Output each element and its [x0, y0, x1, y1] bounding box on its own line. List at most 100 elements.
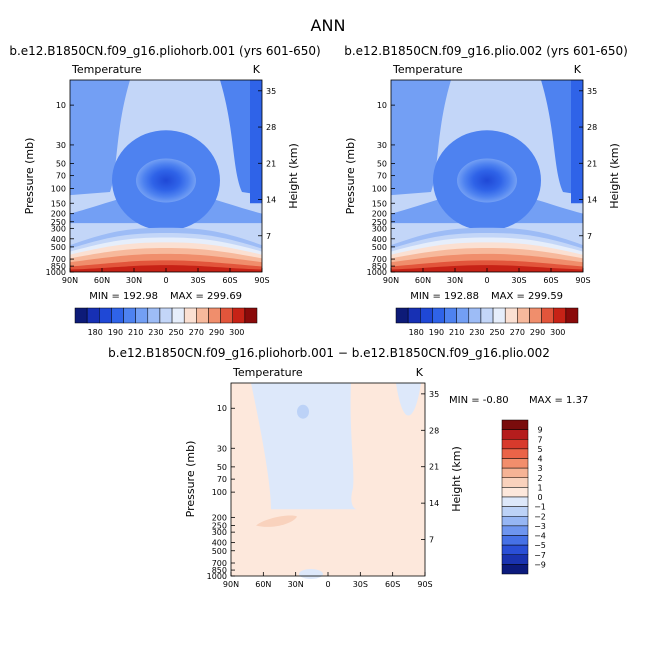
x-tick-label: 60N	[415, 276, 431, 285]
y-tick-label: 700	[212, 559, 227, 568]
min-label: MIN = 192.88	[410, 291, 479, 302]
y-tick-label: 300	[212, 528, 227, 537]
band-south-cold	[571, 80, 583, 204]
band-negative	[251, 383, 357, 510]
y-tick-label: 300	[51, 224, 66, 233]
y-tick-label: 500	[212, 547, 227, 556]
colorbar-swatch	[501, 516, 529, 527]
colorbar-label: 290	[530, 328, 545, 337]
y2-tick-label: 14	[587, 196, 597, 205]
panel-right: b.e12.B1850CN.f09_g16.plio.002 (yrs 601-…	[344, 44, 628, 337]
y-tick-label: 30	[217, 444, 227, 453]
y2-tick-label: 14	[266, 196, 276, 205]
colorbar-label: 270	[510, 328, 525, 337]
y2-axis-label: Height (km)	[450, 446, 463, 512]
colorbar-swatch	[147, 307, 161, 324]
y-tick-label: 850	[372, 262, 387, 271]
y-tick-label: 200	[51, 210, 66, 219]
x-tick-label: 30N	[288, 580, 304, 589]
difference-field	[231, 383, 425, 579]
colorbar-swatch	[501, 506, 529, 517]
y-tick-label: 70	[377, 172, 387, 181]
colorbar-label: −9	[534, 560, 546, 569]
x-tick-label: 90N	[62, 276, 78, 285]
colorbar-swatch	[159, 307, 173, 324]
spot-positive	[256, 515, 297, 527]
colorbar-label: −5	[534, 541, 546, 550]
colorbar-swatch	[492, 307, 506, 324]
colorbar-label: 250	[168, 328, 183, 337]
colorbar-swatch	[541, 307, 554, 324]
y2-tick-label: 14	[429, 499, 439, 508]
colorbar-swatch	[501, 477, 529, 488]
colorbar-label: −1	[534, 503, 546, 512]
colorbar-label: 4	[537, 455, 542, 464]
y-tick-label: 850	[51, 262, 66, 271]
colorbar-label: 300	[550, 328, 565, 337]
y-tick-label: 10	[217, 404, 227, 413]
x-tick-label: 90N	[223, 580, 239, 589]
x-tick-label: 90S	[254, 276, 269, 285]
colorbar-label: 7	[537, 435, 542, 444]
y-tick-label: 30	[56, 141, 66, 150]
colorbar-swatch	[501, 496, 529, 507]
spot-negative-surface	[299, 569, 323, 579]
x-tick-label: 0	[325, 580, 330, 589]
y-tick-label: 150	[372, 199, 387, 208]
x-tick-label: 90S	[575, 276, 590, 285]
colorbar-swatch	[232, 307, 246, 324]
y2-tick-label: 7	[429, 536, 434, 545]
temperature-field	[391, 80, 583, 272]
y2-tick-label: 7	[587, 232, 592, 241]
x-tick-label: 30S	[353, 580, 368, 589]
x-tick-label: 30S	[511, 276, 526, 285]
y-tick-label: 1000	[46, 268, 66, 277]
temperature-field	[70, 80, 262, 272]
colorbar-swatch	[517, 307, 530, 324]
y-tick-label: 200	[212, 513, 227, 522]
colorbar: 180 190 210 230 250 270 290 300	[74, 307, 258, 337]
colorbar-swatch	[553, 307, 567, 324]
colorbar-swatch	[432, 307, 445, 324]
y-tick-label: 500	[51, 243, 66, 252]
colorbar-swatch	[565, 307, 579, 324]
colorbar-swatch	[111, 307, 124, 324]
panel-title: b.e12.B1850CN.f09_g16.pliohorb.001 (yrs …	[9, 44, 320, 58]
colorbar-label: −2	[534, 512, 546, 521]
y-tick-label: 250	[212, 522, 227, 531]
colorbar-swatch	[99, 307, 112, 324]
x-tick-label: 0	[484, 276, 489, 285]
colorbar-swatch	[529, 307, 542, 324]
colorbar-swatch	[501, 448, 529, 459]
colorbar-swatch	[74, 307, 88, 324]
units-label: K	[574, 63, 582, 76]
y-tick-label: 500	[372, 243, 387, 252]
y-axis-label: Pressure (mb)	[23, 138, 36, 215]
colorbar-swatch	[501, 554, 529, 565]
y2-tick-label: 28	[266, 123, 276, 132]
y-tick-label: 150	[51, 199, 66, 208]
colorbar-swatch	[395, 307, 409, 324]
x-tick-label: 30N	[126, 276, 142, 285]
colorbar-swatch	[504, 307, 518, 324]
y-axis-label: Pressure (mb)	[344, 138, 357, 215]
min-label: MIN = 192.98	[89, 291, 158, 302]
colorbar-label: 230	[148, 328, 163, 337]
y-tick-label: 30	[377, 141, 387, 150]
colorbar-swatch	[468, 307, 482, 324]
y2-tick-label: 35	[266, 87, 276, 96]
y-tick-label: 400	[372, 235, 387, 244]
colorbar-swatch	[501, 487, 529, 498]
colorbar-label: 190	[429, 328, 444, 337]
panel-subtitle: Temperature	[232, 366, 303, 379]
colorbar-label: 2	[537, 474, 542, 483]
units-label: K	[416, 366, 424, 379]
x-tick-label: 0	[163, 276, 168, 285]
y2-tick-label: 21	[587, 159, 597, 168]
colorbar-label: 190	[108, 328, 123, 337]
y2-tick-label: 35	[587, 87, 597, 96]
x-tick-label: 60N	[255, 580, 271, 589]
colorbar-swatch	[456, 307, 470, 324]
